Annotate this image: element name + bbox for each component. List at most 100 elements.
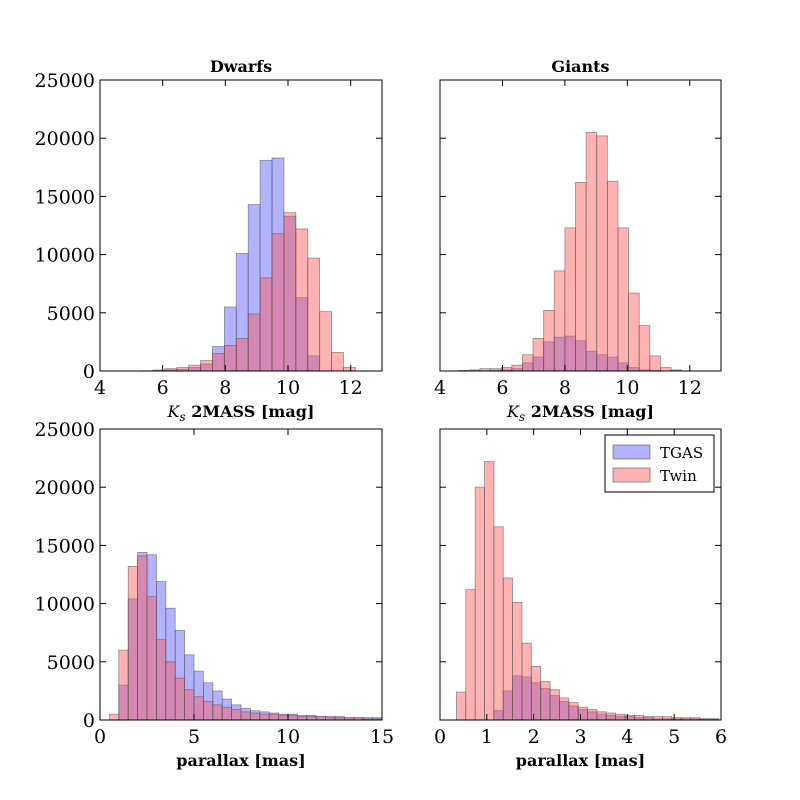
- bar-twin-22: [662, 716, 673, 720]
- bar-twin-10: [553, 270, 566, 371]
- bar-twin-13: [585, 131, 598, 371]
- axes-frame: [99, 428, 383, 721]
- bar-twin-13: [577, 706, 588, 720]
- bar-twin-17: [628, 292, 640, 371]
- x-axis-label: Ks 2MASS [mag]: [506, 402, 654, 424]
- bar-twin-9: [540, 681, 551, 720]
- bar-twin-7: [522, 354, 534, 371]
- bar-twin-20: [643, 716, 654, 720]
- bar-twin-21: [652, 716, 663, 720]
- bar-twin-1: [465, 589, 476, 720]
- x-tick-label: 1: [481, 726, 493, 748]
- y-tick-label: 15000: [35, 535, 95, 557]
- panel-dwarfs-ks: 4 6 8 10 12 0 5000 10000 15000 20000 25000 Dwarfs Ks…: [35, 57, 383, 424]
- bar-twin-19: [633, 714, 645, 720]
- panel-title: Giants: [551, 57, 609, 76]
- x-tick-label: 8: [219, 377, 231, 399]
- x-tick-label: 8: [559, 377, 571, 399]
- y-tick-label: 25000: [35, 70, 95, 92]
- bar-twin-14: [587, 709, 598, 720]
- bar-twin-11: [559, 697, 570, 720]
- bar-twin-17: [307, 257, 321, 371]
- x-tick-label: 3: [574, 726, 586, 748]
- bar-twin-14: [271, 233, 285, 371]
- bar-twin-8: [530, 666, 542, 720]
- bar-twin-16: [259, 713, 270, 720]
- x-tick-label: 4: [621, 726, 633, 748]
- y-tick-label: 0: [83, 710, 95, 732]
- y-tick-label: 5000: [47, 303, 95, 325]
- bar-twin-10: [223, 344, 237, 371]
- legend-swatch-tgas: [612, 444, 651, 460]
- bar-twin-8: [200, 360, 213, 371]
- x-tick-label: 6: [715, 726, 727, 748]
- x-axis-label: Ks 2MASS [mag]: [167, 402, 315, 424]
- bar-twin-7: [521, 642, 532, 720]
- bar-twin-1: [118, 649, 129, 720]
- bar-twin-16: [605, 712, 617, 720]
- bar-twin-11: [212, 704, 223, 720]
- bar-twin-15: [249, 712, 261, 720]
- legend: TGAS Twin: [604, 434, 715, 493]
- bar-twin-19: [649, 355, 661, 371]
- x-tick-label: 12: [678, 377, 702, 399]
- legend-swatch-twin: [612, 467, 651, 483]
- bar-twin-4: [493, 526, 504, 720]
- bar-twin-8: [532, 338, 545, 371]
- bar-twin-3: [137, 555, 148, 720]
- panel-giants-parallax: 0 1 2 3 4 5 6 parallax [mas] TGAS Twin: [434, 428, 727, 770]
- bar-twin-16: [295, 228, 309, 371]
- x-tick-label: 5: [668, 726, 680, 748]
- bar-twin-12: [247, 313, 261, 371]
- bar-twin-20: [343, 367, 356, 371]
- x-tick-label: 10: [276, 377, 300, 399]
- bar-twin-21: [306, 716, 317, 720]
- bar-twin-2: [474, 486, 485, 720]
- axes-frame: [99, 79, 383, 372]
- bar-twin-7: [188, 364, 201, 371]
- panel-giants-ks: 4 6 8 10 12 Giants Ks 2MASS [mag]: [434, 57, 722, 424]
- bar-twin-5: [155, 639, 167, 720]
- bar-twin-9: [193, 696, 204, 720]
- panel-dwarfs-parallax: 0 5 10 15 0 5000 10000 15000 20000 25000 parallax …: [35, 419, 395, 770]
- bar-twin-12: [221, 706, 232, 720]
- x-tick-label: 2: [528, 726, 540, 748]
- y-tick-label: 25000: [35, 419, 95, 441]
- bar-twin-6: [176, 367, 190, 371]
- x-tick-label: 10: [615, 377, 639, 399]
- bar-twin-22: [315, 716, 327, 720]
- bar-twin-19: [331, 351, 344, 371]
- legend-label-tgas: TGAS: [660, 444, 703, 462]
- bar-twin-18: [319, 311, 332, 371]
- x-axis-label: parallax [mas]: [176, 751, 305, 770]
- bar-twin-17: [615, 713, 626, 720]
- legend-label-twin: Twin: [660, 467, 697, 485]
- bar-twin-11: [564, 227, 576, 371]
- bar-twin-14: [596, 135, 608, 371]
- bar-twin-6: [165, 661, 176, 720]
- bar-twin-15: [283, 212, 297, 371]
- x-tick-label: 10: [276, 726, 300, 748]
- bar-twin-20: [660, 367, 672, 371]
- bar-twin-18: [638, 325, 651, 371]
- bar-twin-9: [212, 353, 225, 371]
- bar-twin-18: [624, 714, 635, 720]
- bar-twin-6: [512, 602, 523, 720]
- x-tick-label: 4: [434, 377, 446, 399]
- x-axis-label: parallax [mas]: [516, 751, 645, 770]
- bar-twin-15: [606, 180, 619, 371]
- bars-dwarfs-ks: [140, 157, 356, 371]
- bar-twin-13: [231, 709, 242, 720]
- x-tick-label: 6: [496, 377, 508, 399]
- bar-twin-12: [575, 182, 587, 371]
- bars-giants-parallax: [455, 461, 720, 720]
- bars-dwarfs-parallax: [109, 551, 382, 720]
- axes-frame: [439, 79, 722, 372]
- x-tick-label: 6: [157, 377, 169, 399]
- y-tick-label: 10000: [35, 594, 95, 616]
- bar-twin-9: [543, 310, 555, 371]
- bar-twin-14: [240, 711, 251, 720]
- bar-twin-6: [511, 364, 523, 371]
- bar-twin-8: [184, 689, 195, 720]
- y-tick-label: 10000: [35, 245, 95, 267]
